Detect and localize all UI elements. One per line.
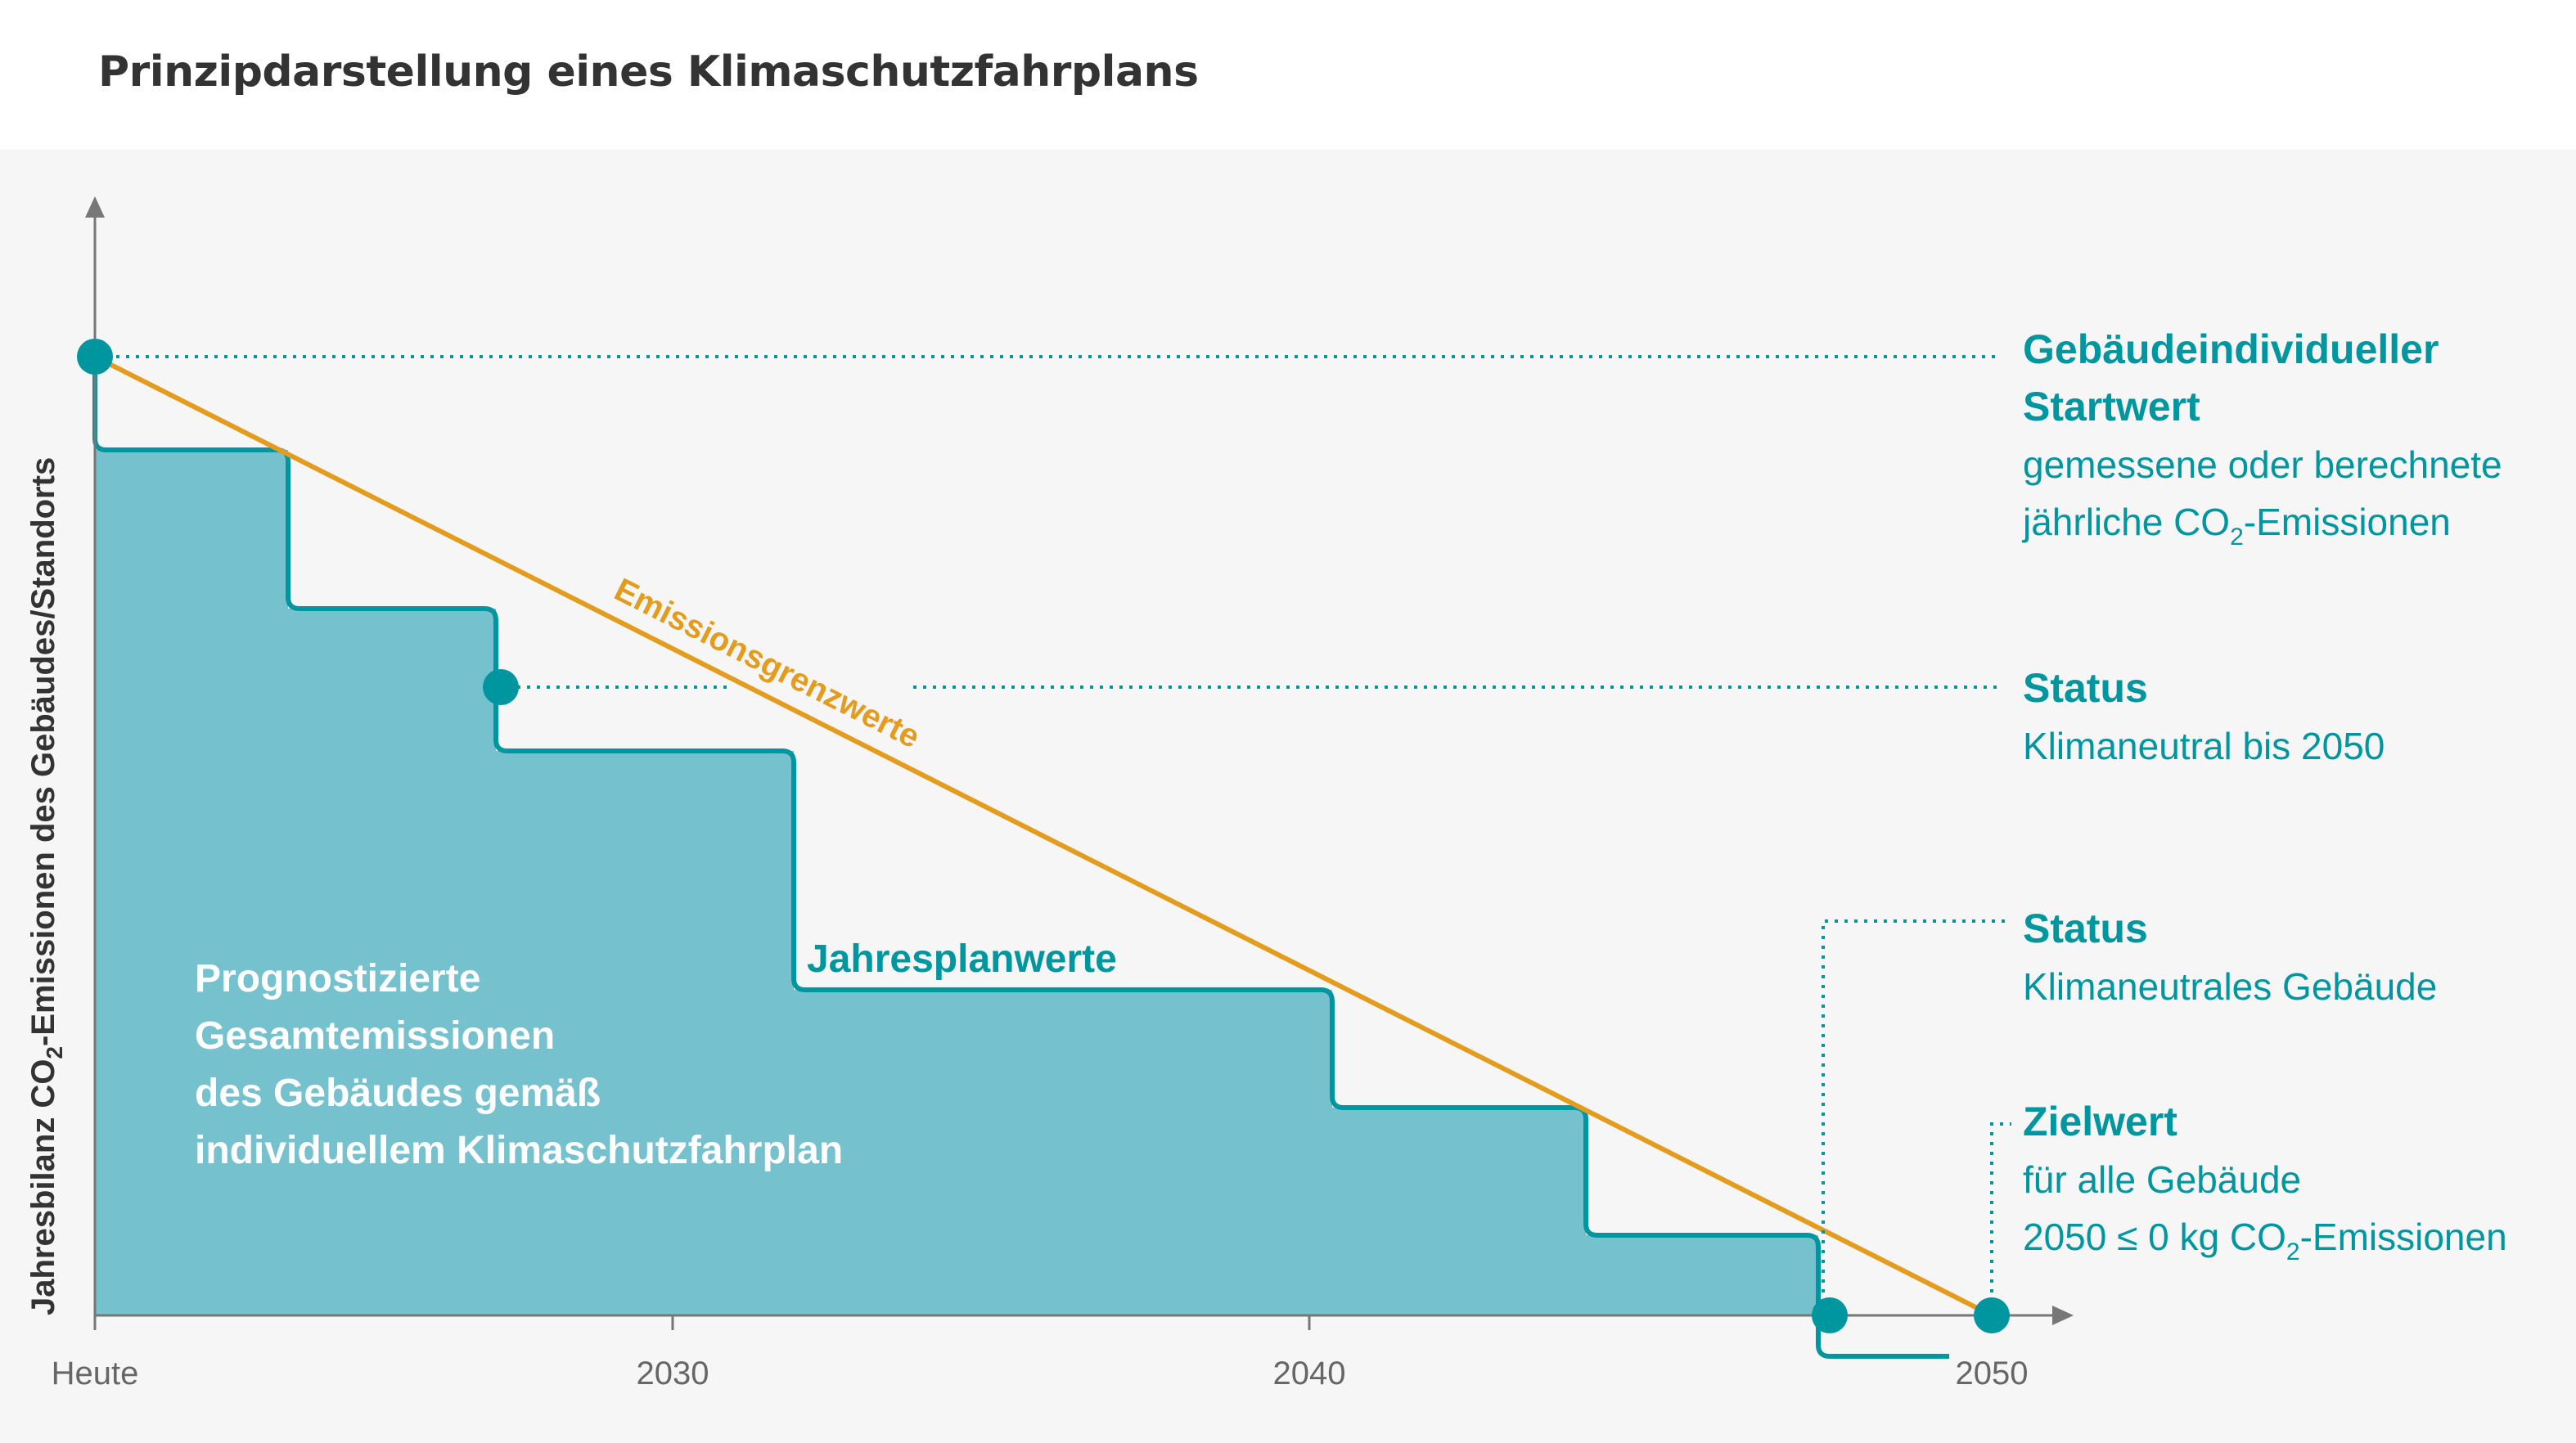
annotation-status1-text: Klimaneutral bis 2050 [2023, 725, 2385, 767]
annotation-target-line-2: 2050 ≤ 0 kg CO2-Emissionen [2023, 1216, 2507, 1265]
y-axis-arrow [85, 196, 105, 218]
x-tick-label-2030: 2030 [637, 1355, 709, 1391]
annotation-status2-title: Status [2023, 906, 2148, 951]
area-label-line-2: Gesamtemissionen [195, 1014, 555, 1058]
area-label-line-3: des Gebäudes gemäß [195, 1072, 601, 1115]
page-title: Prinzipdarstellung eines Klimaschutzfahr… [98, 47, 1199, 97]
annotation-target-value: Zielwert für alle Gebäude 2050 ≤ 0 kg CO… [2023, 1099, 2507, 1265]
annotation-status2-text: Klimaneutrales Gebäude [2023, 965, 2437, 1008]
annotation-status-1: Status Klimaneutral bis 2050 [2023, 665, 2385, 767]
annotation-start-value: Gebäudeindividueller Startwert gemessene… [2021, 326, 2502, 551]
area-label: Prognostizierte Gesamtemissionen des Geb… [195, 957, 843, 1172]
x-tick-label-heute: Heute [52, 1355, 139, 1391]
area-label-line-1: Prognostizierte [195, 957, 480, 1000]
emission-limit-line [93, 354, 1993, 1318]
status-climate-neutral-2050-marker [483, 669, 519, 705]
x-tick-label-2040: 2040 [1273, 1355, 1346, 1391]
x-axis-arrow [2052, 1306, 2074, 1325]
start-value-marker [77, 339, 113, 375]
annotation-status-2: Status Klimaneutrales Gebäude [2023, 906, 2437, 1008]
annotation-start-line-2: jährliche CO2-Emissionen [2021, 501, 2451, 551]
annotation-start-line-1: gemessene oder berechnete [2023, 443, 2502, 486]
annotation-target-title: Zielwert [2023, 1099, 2177, 1144]
annotation-target-line-1: für alle Gebäude [2023, 1158, 2301, 1201]
status-climate-neutral-building-marker [1812, 1297, 1848, 1333]
x-tick-label-2050: 2050 [1956, 1355, 2029, 1391]
annotation-start-title-2: Startwert [2023, 384, 2200, 429]
target-value-marker [1974, 1297, 2010, 1333]
annotation-start-title-1: Gebäudeindividueller [2023, 326, 2439, 372]
annotation-status1-title: Status [2023, 665, 2148, 711]
emission-limit-label: Emissionsgrenzwerte [609, 572, 925, 756]
leader-status2 [1822, 919, 2005, 1302]
annual-plan-line [92, 357, 1949, 1359]
y-axis-label: Jahresbilanz CO2-Emissionen des Gebäudes… [25, 457, 67, 1315]
area-label-line-4: individuellem Klimaschutzfahrplan [195, 1129, 843, 1172]
leader-target [1990, 1122, 2011, 1302]
forecast-emissions-area [95, 417, 1818, 1315]
annual-plan-label: Jahresplanwerte [807, 937, 1117, 981]
